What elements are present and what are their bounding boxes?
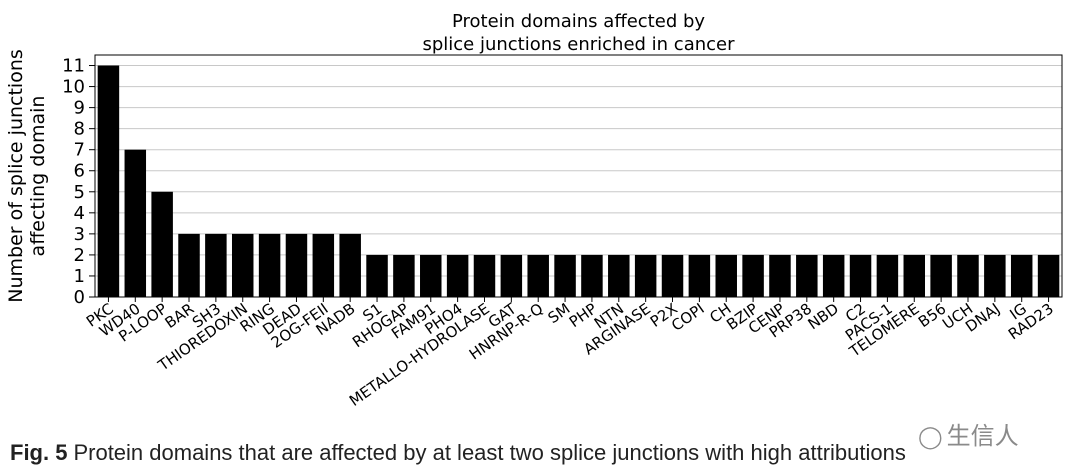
bar-sm <box>554 254 576 297</box>
y-tick-label: 10 <box>62 77 85 98</box>
bar-s1 <box>366 254 388 297</box>
y-tick-label: 9 <box>74 98 85 119</box>
x-tick-label: NBD <box>805 300 842 334</box>
bar-rhogap <box>393 254 415 297</box>
bar-c2 <box>849 254 872 297</box>
bar-thioredoxin <box>231 233 254 297</box>
bar-rad23 <box>1037 254 1060 297</box>
bar-gat <box>500 254 523 297</box>
bar-bar <box>178 233 200 297</box>
bar-2og-feii <box>312 233 335 297</box>
bar-arginase <box>634 254 657 297</box>
bar-sh3 <box>205 233 227 297</box>
bar-ring <box>258 233 281 297</box>
bar-telomere <box>903 254 926 297</box>
bar-php <box>581 254 603 297</box>
y-tick-label: 6 <box>74 161 85 182</box>
bar-pacs-1 <box>876 254 899 297</box>
bar-pkc <box>97 65 120 298</box>
bar-copi <box>688 254 711 297</box>
bar-bzip <box>742 254 764 297</box>
bar-dead <box>285 233 308 297</box>
bar-ntn <box>608 254 630 297</box>
bar-p2x <box>661 254 684 297</box>
bar-metallo-hydrolase <box>473 254 496 297</box>
y-tick-label: 11 <box>62 56 85 77</box>
y-tick-label: 5 <box>74 182 85 203</box>
y-axis-label-line-2: affecting domain <box>27 96 49 257</box>
chart-title-line-2: splice junctions enriched in cancer <box>422 34 735 55</box>
bar-nadb <box>339 233 361 297</box>
y-tick-label: 0 <box>74 287 85 308</box>
watermark-text: 生信人 <box>946 422 1019 450</box>
y-tick-label: 7 <box>74 140 85 161</box>
bars <box>97 65 1060 298</box>
plot-frame <box>94 54 1063 298</box>
bar-prp38 <box>796 254 818 297</box>
y-tick-label: 8 <box>74 119 85 140</box>
bar-b56 <box>930 254 952 297</box>
figure-label: Fig. 5 <box>10 440 68 465</box>
grid-lines <box>95 65 1062 298</box>
bar-cenp <box>769 254 791 297</box>
bar-nbd <box>822 254 845 297</box>
figure-caption: Fig. 5 Protein domains that are affected … <box>10 440 906 466</box>
bar-ch <box>715 254 737 297</box>
y-axis-label-line-1: Number of splice junctions <box>5 49 27 303</box>
bar-ig <box>1010 254 1033 297</box>
y-tick-label: 2 <box>74 245 85 266</box>
y-tick-label: 1 <box>74 266 85 287</box>
y-tick-label: 4 <box>74 203 85 224</box>
figure-caption-text: Protein domains that are affected by at … <box>73 440 906 465</box>
bar-wd40 <box>124 149 147 297</box>
y-tick-label: 3 <box>74 224 85 245</box>
watermark: ◯ 生信人 <box>918 416 1019 451</box>
x-axis-ticks: PKCWD40P-LOOPBARSH3THIOREDOXINRINGDEAD2O… <box>83 297 1057 410</box>
chart-title-line-1: Protein domains affected by <box>452 11 705 32</box>
bar-p-loop <box>151 191 173 297</box>
bar-hnrnp-r-q <box>527 254 549 297</box>
bar-uch <box>957 254 979 297</box>
bar-dnaj <box>984 254 1006 297</box>
bar-pho4 <box>446 254 469 297</box>
wechat-icon: ◯ <box>918 425 943 450</box>
bar-fam91 <box>420 254 442 297</box>
